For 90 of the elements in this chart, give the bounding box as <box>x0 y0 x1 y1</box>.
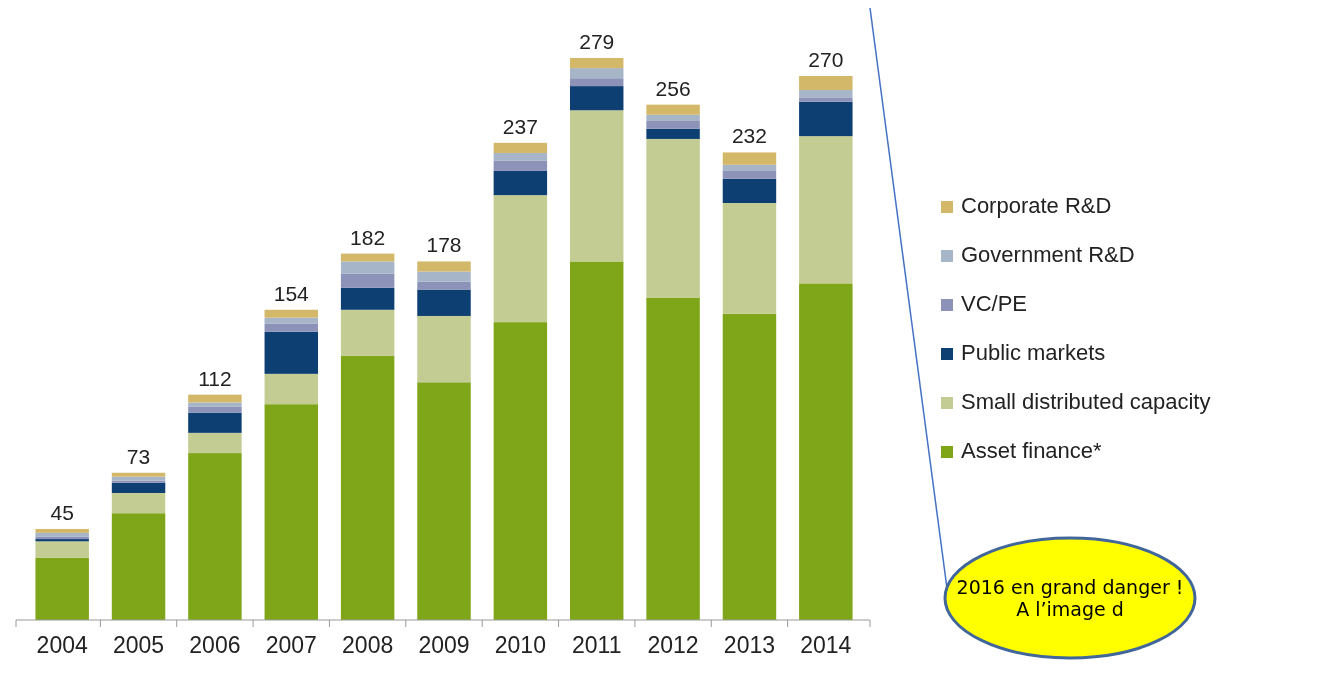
bar <box>722 313 777 620</box>
bar <box>646 297 700 620</box>
bar <box>417 315 471 383</box>
bar <box>111 476 166 481</box>
bar <box>646 114 700 121</box>
bar <box>799 90 853 98</box>
bar <box>264 404 318 620</box>
bar <box>493 322 548 620</box>
x-tick-label: 2009 <box>418 632 470 658</box>
bar <box>35 557 89 620</box>
bar <box>799 75 853 91</box>
x-tick-label: 2004 <box>36 632 88 658</box>
legend-label: Public markets <box>961 340 1106 365</box>
annotation: 45 <box>50 500 74 524</box>
bar <box>35 532 89 537</box>
bar <box>646 138 700 298</box>
x-tick-label: 2006 <box>189 632 241 658</box>
bar <box>340 355 395 620</box>
x-tick-label: 2012 <box>647 632 699 658</box>
bar <box>799 136 853 284</box>
x-tick-label: 2010 <box>494 632 546 658</box>
bar <box>188 453 242 620</box>
bar <box>493 160 548 171</box>
bar <box>188 394 242 403</box>
legend-label: Government R&D <box>961 242 1135 267</box>
bar <box>264 317 318 324</box>
bar <box>264 373 318 405</box>
annotation: 279 <box>579 30 615 53</box>
legend-label: VC/PE <box>961 291 1028 316</box>
bar <box>493 152 548 161</box>
bar <box>570 68 624 79</box>
bar <box>646 120 700 129</box>
bar <box>188 406 242 413</box>
bar <box>35 541 89 558</box>
annotation: 178 <box>426 233 462 257</box>
bar <box>417 382 471 620</box>
bar <box>722 152 777 165</box>
bar <box>722 170 777 179</box>
x-tick-label: 2005 <box>112 632 165 658</box>
bar <box>111 513 166 620</box>
annotation: 232 <box>731 124 767 148</box>
bar <box>570 110 624 262</box>
bar <box>493 170 548 196</box>
annotation: 270 <box>808 47 844 71</box>
bar <box>570 78 624 87</box>
annotation: 112 <box>198 366 232 390</box>
x-tick-label: 2011 <box>571 632 622 658</box>
bar <box>417 261 471 272</box>
bar <box>340 287 395 310</box>
annotation: 237 <box>502 114 538 138</box>
bar <box>570 261 624 620</box>
bar <box>799 283 853 620</box>
bar <box>417 271 471 282</box>
bar <box>799 101 853 137</box>
x-tick-label: 2007 <box>265 632 317 658</box>
bar <box>799 97 853 102</box>
bar <box>340 273 395 288</box>
bar <box>722 164 777 171</box>
bar <box>35 528 89 533</box>
bar <box>646 128 700 139</box>
annotation: 73 <box>126 444 151 468</box>
bar <box>493 142 548 153</box>
bar <box>417 281 471 290</box>
bar <box>722 178 777 203</box>
bar <box>722 203 777 314</box>
bar <box>646 104 700 115</box>
annotation: 182 <box>350 225 386 249</box>
bar <box>340 261 395 274</box>
x-tick-label: 2014 <box>800 632 852 658</box>
bar <box>264 309 318 318</box>
bar <box>111 472 166 477</box>
annotation: 256 <box>655 76 691 100</box>
bar <box>417 289 471 316</box>
text: 2016 en grand danger ! A l’image d <box>956 576 1184 620</box>
bar <box>570 58 624 69</box>
x-tick-label: 2008 <box>342 632 394 658</box>
bar <box>188 412 242 433</box>
bar <box>570 86 624 111</box>
bar <box>264 323 318 332</box>
legend-label: Asset finance* <box>961 438 1103 463</box>
legend-label: Corporate R&D <box>961 193 1112 218</box>
bar <box>111 492 166 514</box>
bar <box>493 195 548 323</box>
legend-label: Small distributed capacity <box>961 389 1211 414</box>
x-tick-label: 2013 <box>723 632 776 658</box>
bar <box>264 331 318 374</box>
annotation: 154 <box>273 281 310 305</box>
bar <box>340 309 395 356</box>
bar <box>188 432 242 454</box>
bar <box>111 482 166 493</box>
